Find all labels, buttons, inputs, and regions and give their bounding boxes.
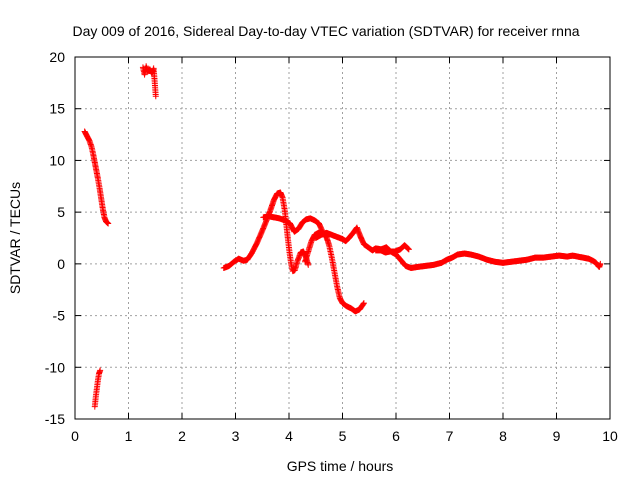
- data-point: [104, 220, 111, 227]
- data-point: [404, 245, 411, 252]
- tick-labels: 0 1 2 3 4 5 6 7 8 9 10 -15 -10 -5 0 5 10 15 20: [45, 49, 618, 444]
- data-point: [597, 260, 604, 267]
- data-point: [360, 300, 367, 307]
- x-axis-label: GPS time / hours: [287, 458, 394, 474]
- y-tick-label: 10: [49, 152, 65, 168]
- data-point: [405, 246, 412, 253]
- data-point: [104, 219, 111, 226]
- data-points: [81, 63, 604, 410]
- y-tick-label: -15: [45, 411, 65, 427]
- x-tick-label: 8: [499, 428, 507, 444]
- x-tick-label: 1: [125, 428, 133, 444]
- y-tick-label: 20: [49, 49, 65, 65]
- data-point: [405, 245, 412, 252]
- x-tick-label: 9: [553, 428, 561, 444]
- data-point: [97, 367, 104, 374]
- data-point: [152, 93, 159, 100]
- x-tick-label: 0: [71, 428, 79, 444]
- chart-title: Day 009 of 2016, Sidereal Day-to-day VTE…: [72, 23, 579, 39]
- y-tick-label: -10: [45, 359, 65, 375]
- y-axis-label: SDTVAR / TECUs: [7, 182, 23, 294]
- x-tick-label: 6: [392, 428, 400, 444]
- y-tick-label: 0: [57, 256, 65, 272]
- data-point: [360, 300, 367, 307]
- y-tick-label: 15: [49, 101, 65, 117]
- x-tick-label: 10: [602, 428, 618, 444]
- x-tick-label: 3: [232, 428, 240, 444]
- y-tick-label: -5: [53, 308, 66, 324]
- x-tick-label: 4: [285, 428, 293, 444]
- x-tick-label: 2: [178, 428, 186, 444]
- y-tick-label: 5: [57, 204, 65, 220]
- axis-ticks: [74, 56, 611, 420]
- x-tick-label: 5: [339, 428, 347, 444]
- data-point: [305, 261, 312, 268]
- data-point: [105, 220, 112, 227]
- x-tick-label: 7: [446, 428, 454, 444]
